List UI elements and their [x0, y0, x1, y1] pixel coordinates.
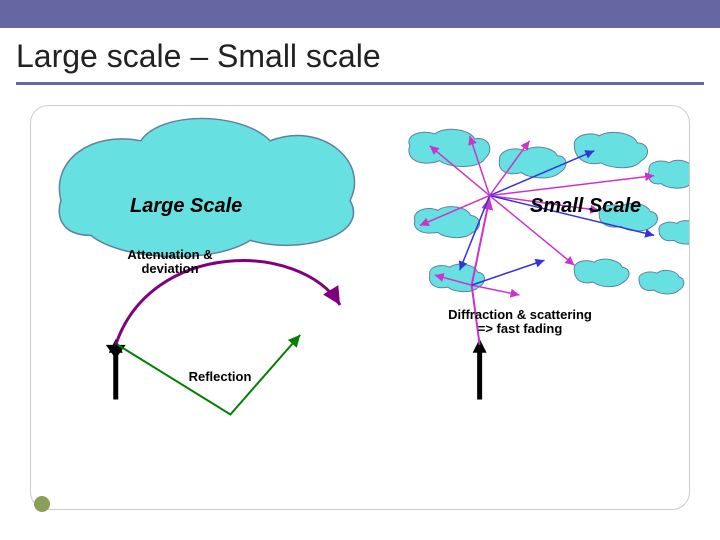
header-band	[0, 0, 720, 28]
title-area: Large scale – Small scale	[0, 28, 720, 75]
small-scale-title: Small Scale	[530, 195, 641, 217]
page-title: Large scale – Small scale	[16, 38, 704, 75]
reflection-label: Reflection	[189, 370, 252, 384]
bullet-icon	[34, 496, 50, 512]
diffraction-label: Diffraction & scattering=> fast fading	[448, 308, 592, 337]
attenuation-label: Attenuation &deviation	[127, 248, 212, 277]
title-underline	[16, 82, 704, 85]
slide: Large scale – Small scale Large Scale At…	[0, 0, 720, 540]
large-scale-title: Large Scale	[130, 195, 242, 217]
